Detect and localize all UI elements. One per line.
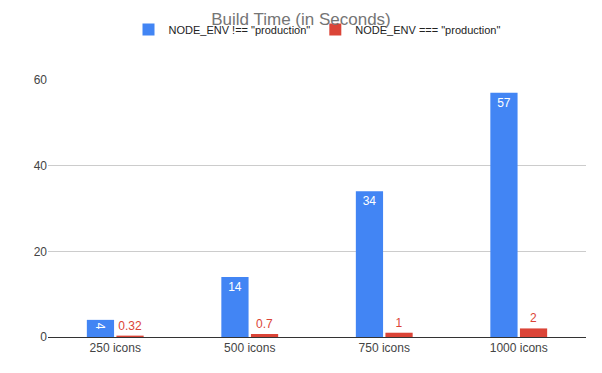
svg-text:20: 20 xyxy=(34,245,48,259)
svg-text:40: 40 xyxy=(34,159,48,173)
svg-text:57: 57 xyxy=(497,96,511,110)
svg-text:0.7: 0.7 xyxy=(256,317,273,331)
svg-text:0.32: 0.32 xyxy=(118,319,142,333)
svg-text:500 icons: 500 icons xyxy=(224,341,275,355)
svg-text:NODE_ENV !== "production": NODE_ENV !== "production" xyxy=(169,24,311,36)
svg-text:1000 icons: 1000 icons xyxy=(490,341,548,355)
svg-text:250 icons: 250 icons xyxy=(90,341,141,355)
svg-text:34: 34 xyxy=(363,194,377,208)
svg-text:14: 14 xyxy=(228,280,242,294)
svg-text:NODE_ENV === "production": NODE_ENV === "production" xyxy=(355,24,500,36)
svg-text:2: 2 xyxy=(530,311,537,325)
svg-text:1: 1 xyxy=(396,316,403,330)
svg-text:4: 4 xyxy=(93,323,107,330)
svg-text:60: 60 xyxy=(34,73,48,87)
svg-text:750 icons: 750 icons xyxy=(359,341,410,355)
svg-text:Build Time (in Seconds): Build Time (in Seconds) xyxy=(211,10,391,29)
svg-text:0: 0 xyxy=(40,330,47,344)
